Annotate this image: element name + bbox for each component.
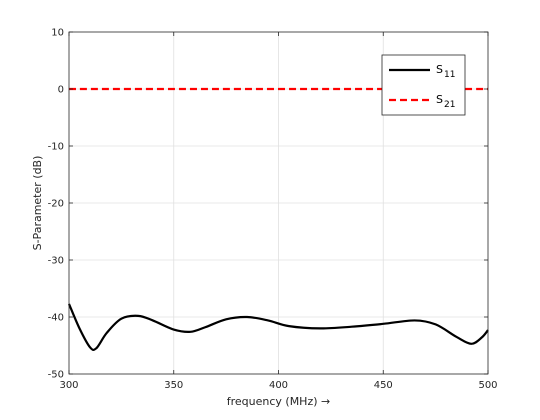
legend-box xyxy=(381,54,466,116)
x-tick-label: 450 xyxy=(374,380,393,391)
y-tick-label: -20 xyxy=(48,199,64,210)
legend: S11 S21 xyxy=(381,54,466,116)
x-tick-label: 500 xyxy=(478,380,497,391)
y-tick-label: 0 xyxy=(58,85,64,96)
y-tick-label: -30 xyxy=(48,256,64,267)
y-tick-label: -50 xyxy=(48,370,64,381)
x-axis-label: frequency (MHz) → xyxy=(227,395,331,408)
y-tick-label: -10 xyxy=(48,142,64,153)
series-line-s11 xyxy=(67,303,489,352)
x-tick-label: 400 xyxy=(269,380,288,391)
y-tick-label: -40 xyxy=(48,313,64,324)
y-axis-label: S-Parameter (dB) xyxy=(31,156,44,251)
x-tick-label: 350 xyxy=(164,380,183,391)
tick-labels: 300 350 400 450 500 10 0 -10 -20 -30 -40 -50 xyxy=(48,28,498,392)
legend-label-s21: S21 xyxy=(436,93,455,110)
y-tick-label: 10 xyxy=(51,28,64,39)
legend-label-s11: S11 xyxy=(436,63,455,80)
x-tick-label: 300 xyxy=(59,380,78,391)
ticks xyxy=(68,31,489,375)
